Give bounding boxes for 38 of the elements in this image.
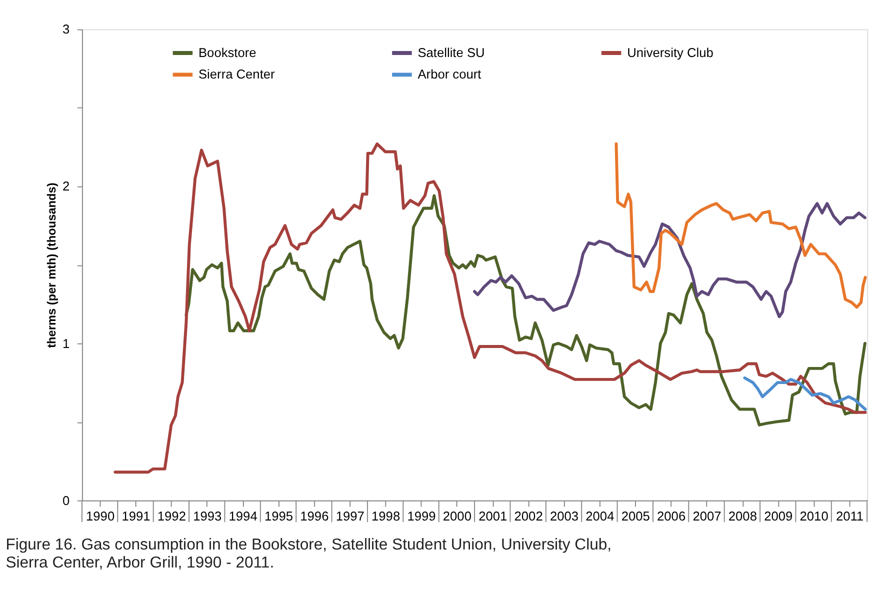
x-tick-label: 2008 [728, 508, 757, 524]
legend-label: Arbor court [418, 66, 482, 82]
y-tick-label: 2 [62, 178, 70, 194]
caption: Figure 16. Gas consumption in the Bookstore, Satellite Student Union, University Club, Sierra Center, Arbor Grill, 1990 - 2011. [6, 536, 612, 572]
x-tick-label: 1999 [407, 508, 436, 524]
x-tick-label: 1991 [122, 508, 150, 524]
x-tick-label: 2000 [442, 508, 472, 524]
line-series [114, 142, 867, 474]
x-tick-label: 1995 [264, 508, 294, 524]
x-tick-label: 2001 [478, 508, 508, 524]
legend-label: Bookstore [198, 44, 256, 60]
x-tick-label: 2003 [550, 508, 579, 524]
x-tick-label: 1990 [86, 508, 115, 524]
legend-label: Satellite SU [418, 44, 485, 60]
x-tick-label: 2002 [514, 508, 543, 524]
line-series [473, 202, 866, 318]
y-tick-label: 3 [62, 22, 70, 37]
x-tick-label: 2004 [586, 508, 614, 524]
y-axis-title: therms (per mth) (thousands) [44, 182, 59, 348]
x-tick-label: 2006 [657, 508, 686, 524]
x-tick-label: 2010 [800, 508, 828, 524]
y-tick-label: 0 [62, 492, 70, 508]
legend-label: University Club [627, 44, 714, 60]
x-tick-label: 2005 [621, 508, 650, 524]
y-tick-label: 1 [62, 336, 70, 351]
x-tick-label: 2009 [764, 508, 793, 524]
line-series [614, 142, 867, 309]
x-tick-label: 1996 [300, 508, 329, 524]
x-tick-label: 1993 [193, 508, 222, 524]
x-tick-label: 2007 [692, 508, 722, 524]
x-tick-label: 1998 [372, 508, 400, 524]
line-series [184, 194, 866, 426]
x-tick-label: 1992 [157, 508, 186, 524]
x-tick-label: 1994 [228, 508, 258, 524]
x-tick-label: 1997 [336, 508, 364, 524]
x-tick-label: 2011 [836, 508, 864, 524]
line-series [743, 376, 867, 411]
legend-label: Sierra Center [198, 66, 276, 82]
